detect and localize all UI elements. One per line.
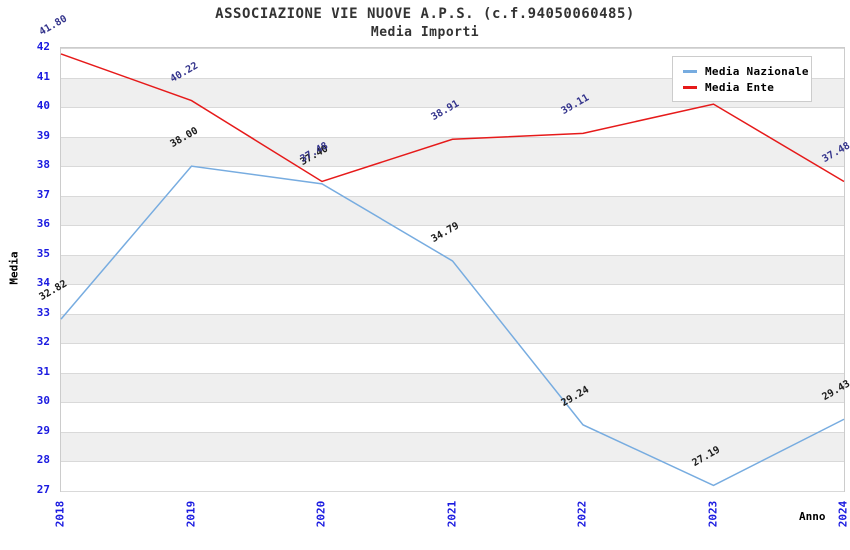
x-tick-label: 2021: [445, 500, 458, 528]
grid-band: [61, 107, 844, 137]
x-tick-label: 2020: [314, 500, 328, 528]
y-tick-label: 41: [36, 69, 50, 83]
grid-band: [61, 402, 844, 432]
gridline: [61, 77, 844, 79]
y-tick-label: 33: [36, 305, 50, 319]
legend-label: Media Ente: [705, 80, 775, 94]
plot-area: [60, 47, 845, 492]
gridline: [61, 461, 844, 463]
x-tick-label: 2022: [575, 500, 589, 528]
series-lines: [60, 53, 845, 487]
legend-item: Media Nazionale: [683, 63, 811, 79]
y-tick-label: 34: [36, 276, 50, 290]
y-tick-label: 27: [36, 483, 50, 496]
y-tick-label: 40: [36, 99, 50, 113]
grid-band: [61, 343, 844, 373]
series-line-media-nazionale: [60, 165, 845, 487]
gridline: [61, 195, 844, 197]
gridline: [61, 136, 844, 138]
x-tick-label: 2019: [184, 500, 197, 528]
y-tick-label: 39: [36, 128, 50, 142]
y-tick-label: 32: [36, 335, 50, 349]
y-tick-label: 35: [36, 246, 50, 260]
y-tick-label: 28: [36, 453, 50, 467]
y-tick-label: 31: [36, 364, 50, 378]
gridline: [61, 402, 844, 404]
x-tick-label: 2018: [53, 500, 67, 528]
legend: Media Nazionale Media Ente: [672, 56, 812, 102]
grid-band: [61, 313, 844, 344]
gridline: [61, 254, 844, 256]
grid-band: [61, 166, 844, 196]
gridline: [61, 313, 844, 315]
gridline: [61, 48, 844, 49]
grid-band: [61, 372, 844, 403]
grid-band: [61, 195, 844, 226]
y-tick-label: 42: [36, 40, 50, 53]
gridline: [61, 225, 844, 227]
gridline: [61, 107, 844, 109]
y-tick-label: 30: [36, 394, 50, 408]
legend-line-swatch: [683, 69, 697, 73]
grid-band: [61, 136, 844, 167]
gridline: [61, 343, 844, 345]
grid-band: [61, 225, 844, 255]
chart-subtitle: Media Importi: [370, 25, 480, 40]
y-tick-label: 37: [36, 187, 50, 201]
x-axis-title: Anno: [799, 510, 826, 523]
gridline: [61, 491, 844, 492]
legend-item: Media Ente: [683, 79, 811, 95]
x-tick-label: 2023: [706, 500, 719, 528]
chart-title: ASSOCIAZIONE VIE NUOVE A.P.S. (c.f.94050…: [215, 6, 635, 22]
gridline: [61, 431, 844, 433]
x-tick-label: 2024: [836, 500, 850, 528]
grid-band: [61, 254, 844, 285]
legend-line-swatch: [683, 85, 697, 89]
grid-band: [61, 284, 844, 314]
series-line-media-ente: [60, 53, 845, 183]
y-tick-label: 38: [36, 158, 50, 172]
gridline: [61, 166, 844, 168]
gridline: [61, 284, 844, 286]
grid-band: [61, 431, 844, 462]
y-tick-label: 29: [36, 423, 50, 437]
legend-label: Media Nazionale: [705, 64, 809, 78]
y-tick-label: 36: [36, 217, 50, 231]
gridline: [61, 372, 844, 374]
